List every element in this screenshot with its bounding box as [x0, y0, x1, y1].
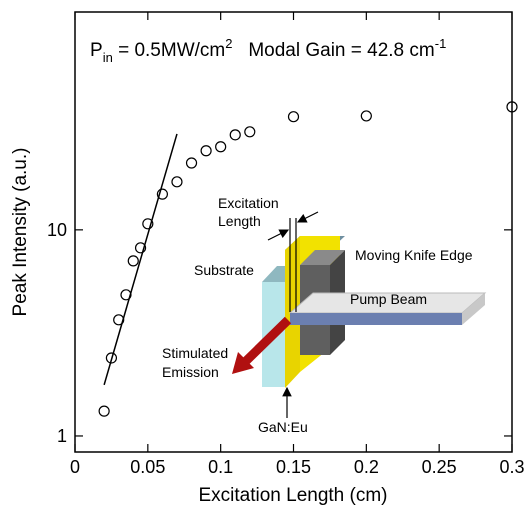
length-arrow [296, 211, 319, 223]
x-tick-label: 0.2 [354, 457, 379, 477]
data-point [98, 405, 110, 417]
inset-label: Emission [162, 364, 219, 380]
y-tick-label: 10 [47, 220, 67, 240]
pump-beam-end [462, 293, 485, 325]
data-point [156, 188, 168, 200]
inset-label: Length [218, 213, 261, 229]
data-point [185, 157, 198, 169]
inset-label: Excitation [218, 195, 279, 211]
data-point [287, 111, 300, 123]
pump-beam [290, 313, 462, 325]
y-axis-label: Peak Intensity (a.u.) [10, 148, 31, 317]
x-tick-label: 0.3 [499, 457, 524, 477]
data-point [244, 126, 256, 138]
data-point [142, 218, 154, 230]
data-point [105, 352, 118, 364]
plot-frame [74, 11, 513, 453]
chart-title: Pin = 0.5MW/cm2 Modal Gain = 42.8 cm-1 [90, 36, 446, 65]
data-point [171, 176, 183, 188]
data-point [200, 145, 212, 157]
x-axis-label: Excitation Length (cm) [198, 485, 387, 506]
data-point [360, 110, 372, 122]
y-tick-label: 1 [57, 426, 67, 446]
inset-label: GaN:Eu [258, 419, 308, 435]
data-point [127, 255, 139, 267]
data-point [215, 141, 227, 153]
fit-line [103, 133, 178, 386]
x-tick-label: 0.25 [422, 457, 457, 477]
x-tick-label: 0.1 [208, 457, 233, 477]
emission-arrow [241, 316, 292, 366]
inset-label: Moving Knife Edge [355, 247, 473, 263]
x-tick-label: 0.15 [276, 457, 311, 477]
x-tick-label: 0.05 [130, 457, 165, 477]
emission-arrowhead [232, 352, 254, 374]
length-arrow [267, 229, 290, 241]
inset-label: Stimulated [162, 345, 228, 361]
data-point [506, 101, 518, 113]
data-point [229, 129, 241, 141]
inset-label: Pump Beam [350, 291, 427, 307]
inset-label: Substrate [194, 262, 254, 278]
x-tick-label: 0 [70, 457, 80, 477]
inset-diagram: Excitation Length Substrate Moving Knife… [162, 195, 487, 435]
data-point [134, 242, 147, 254]
